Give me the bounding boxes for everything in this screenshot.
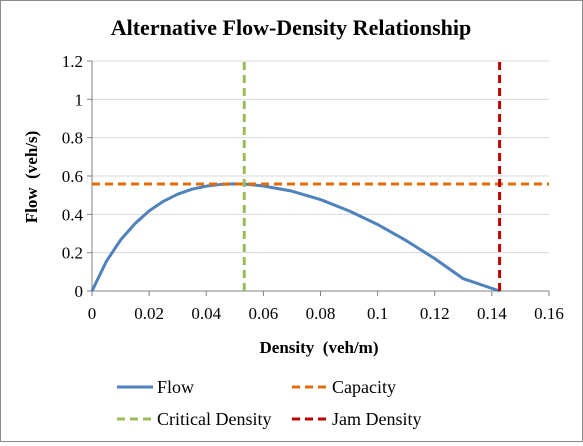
legend-label-capacity: Capacity — [332, 377, 396, 397]
x-tick-label: 0.16 — [534, 304, 564, 323]
y-tick-label: 0.6 — [62, 167, 83, 186]
y-axis-title: Flow (veh/s) — [22, 131, 41, 224]
y-tick-label: 1.2 — [62, 52, 83, 71]
gridlines — [92, 60, 549, 254]
x-tick-label: 0.14 — [477, 304, 507, 323]
x-tick-label: 0.06 — [249, 304, 279, 323]
series-lines — [90, 61, 549, 293]
axes — [87, 60, 550, 296]
y-tick-label: 1 — [75, 90, 84, 109]
legend-label-jam-density: Jam Density — [332, 409, 422, 429]
x-tick-label: 0.04 — [191, 304, 221, 323]
x-axis-title: Density (veh/m) — [260, 338, 379, 357]
legend-label-flow: Flow — [157, 377, 194, 397]
y-tick-label: 0.2 — [62, 244, 83, 263]
y-tick-label: 0 — [75, 282, 84, 301]
y-tick-label: 0.4 — [62, 205, 84, 224]
x-tick-label: 0.08 — [306, 304, 336, 323]
x-tick-label: 0.12 — [420, 304, 450, 323]
legend-label-critical-density: Critical Density — [157, 409, 271, 429]
x-tick-label: 0.1 — [367, 304, 388, 323]
legend: Flow Capacity Critical Density Jam Density — [117, 377, 422, 429]
chart-title: Alternative Flow-Density Relationship — [111, 15, 472, 40]
tick-labels: 0 0.2 0.4 0.6 0.8 1 1.2 0 0.02 0.04 0.06 0.08 0.1 0.1… — [62, 52, 564, 323]
series-flow-line — [90, 182, 501, 293]
x-tick-label: 0.02 — [134, 304, 164, 323]
x-tick-label: 0 — [88, 304, 97, 323]
y-tick-label: 0.8 — [62, 129, 83, 148]
